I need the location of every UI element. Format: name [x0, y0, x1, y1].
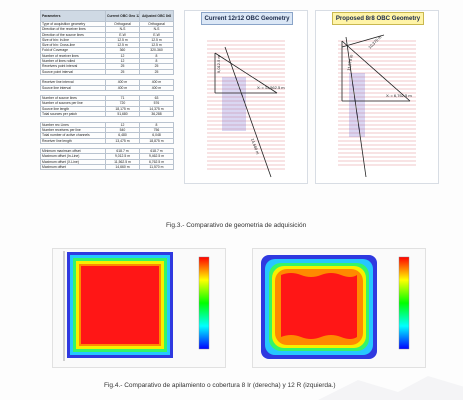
- table-row: Number receivers per line 540 756: [40, 126, 174, 134]
- header-current: Current OBC Geo 12r12: [105, 10, 140, 22]
- table-row: Maximum offset (X-Line) 11,562.5 m 6,762.5…: [40, 158, 174, 166]
- adjusted-value-cell: 756: [139, 126, 174, 134]
- adjusted-value-cell: 18,875 m: [139, 137, 174, 144]
- adjusted-value-cell: 8: [139, 121, 174, 128]
- figure-4-caption: Fig.4.- Comparativo de apilamiento o cob…: [104, 382, 336, 389]
- proposed-geometry-diagram: 10,375 m Xₗ = 6,762.5 m 11,570 m: [338, 34, 416, 178]
- proposed-inline-offset-label: 10,375 m: [367, 34, 383, 50]
- adjusted-value-cell: 400 m: [139, 84, 174, 91]
- adjusted-value-cell: 14,375 m: [139, 105, 174, 113]
- table-row: Direction of the receiver lines N-S N-S: [40, 26, 174, 33]
- adjusted-value-cell: 63: [139, 95, 174, 102]
- table-row: Total number of active channels 6,480 6,04…: [40, 132, 174, 139]
- table-row: Receiver line interval 400 m 400 m: [40, 79, 174, 86]
- proposed-offset-lines: [341, 34, 411, 178]
- fold-map-8r-image: [253, 249, 425, 367]
- figure-3-caption: Fig.3.- Comparativo de geometria de adqu…: [166, 222, 307, 229]
- adjusted-value-cell: N-S: [139, 26, 174, 33]
- current-inline-offset-label: 9,012.5 m: [216, 55, 221, 73]
- current-offset-lines: [214, 46, 278, 178]
- table-row: Size of bin: Cross-line 12.5 m 12.5 m: [40, 42, 174, 49]
- adjusted-value-cell: 618.7 m: [139, 148, 174, 155]
- table-row: Maximum offset (In-Line) 9,012.5 m 9,462.5…: [40, 153, 174, 160]
- proposed-receiver-lines: [349, 73, 365, 137]
- parameter-cell: Maximum offset: [40, 163, 106, 171]
- table-row: Total sources per patch 51,680 36,288: [40, 111, 174, 118]
- table-row: Minimum maximum offset 618.7 m 618.7 m: [40, 148, 174, 155]
- proposed-max-offset-label: 11,570 m: [346, 54, 354, 72]
- adjusted-value-cell: 320-360: [139, 47, 174, 54]
- adjusted-value-cell: 6,762.5 m: [139, 158, 174, 166]
- current-value-cell: 14,660 m: [105, 163, 140, 171]
- parameters-table: Parameters Current OBC Geo 12r12 Adjuste…: [40, 10, 174, 171]
- table-row: Maximum offset 14,660 m 11,570 m: [40, 163, 174, 171]
- adjusted-value-cell: 25: [139, 63, 174, 70]
- fold-map-12r: [52, 248, 226, 368]
- header-adjusted: Adjusted OBC 8r8: [139, 10, 174, 22]
- adjusted-value-cell: 8: [139, 58, 174, 65]
- adjusted-value-cell: 576: [139, 100, 174, 107]
- adjusted-value-cell: Orthogonal: [139, 20, 174, 28]
- table-row: Receivers point interval 25 25: [40, 63, 174, 70]
- table-row: Direction of the source lines E-W E-W: [40, 31, 174, 38]
- header-parameters: Parameters: [40, 10, 106, 22]
- proposed-geometry-title: Proposed 8r8 OBC Geometry: [332, 12, 424, 25]
- adjusted-value-cell: 12.5 m: [139, 36, 174, 44]
- adjusted-value-cell: 25: [139, 68, 174, 75]
- current-crossline-offset-label: Xₗ = 11,562.5 m: [257, 85, 285, 90]
- proposed-crossline-offset-label: Xₗ = 6,762.5 m: [386, 93, 412, 98]
- adjusted-value-cell: 9,462.5 m: [139, 153, 174, 160]
- current-max-offset-label: 14,660 m: [250, 138, 261, 156]
- adjusted-value-cell: 6,048: [139, 132, 174, 139]
- adjusted-value-cell: 11,570 m: [139, 163, 174, 171]
- parameters-table-body: Type of acquisition geometry Orthogonal Or…: [40, 20, 174, 171]
- table-row: Type of acquisition geometry Orthogonal Or…: [40, 20, 174, 28]
- adjusted-value-cell: E-W: [139, 31, 174, 38]
- fold-map-12r-image: [53, 249, 225, 367]
- adjusted-value-cell: 36,288: [139, 111, 174, 118]
- table-row: Number of receiver lines 12 8: [40, 52, 174, 60]
- table-row: Number of sources per line 720 576: [40, 100, 174, 107]
- adjusted-value-cell: 12.5 m: [139, 42, 174, 49]
- proposed-geometry-panel: Proposed 8r8 OBC Geometry: [315, 10, 439, 184]
- table-row: Number of source lines 71 63: [40, 95, 174, 102]
- adjusted-value-cell: 8: [139, 52, 174, 60]
- table-header-row: Parameters Current OBC Geo 12r12 Adjuste…: [40, 10, 174, 22]
- current-geometry-title: Current 12r12 OBC Geometry: [201, 12, 293, 25]
- current-geometry-panel: Current 12r12 OBC Geometry: [184, 10, 308, 184]
- fold-map-8r: [252, 248, 426, 368]
- current-geometry-diagram: 9,012.5 m Xₗ = 11,562.5 m 14,660 m: [207, 40, 285, 178]
- adjusted-value-cell: 400 m: [139, 79, 174, 86]
- corner-watermark: [318, 376, 463, 400]
- current-receiver-lines: [222, 77, 246, 131]
- table-row: Number of lines rolled 12 8: [40, 58, 174, 65]
